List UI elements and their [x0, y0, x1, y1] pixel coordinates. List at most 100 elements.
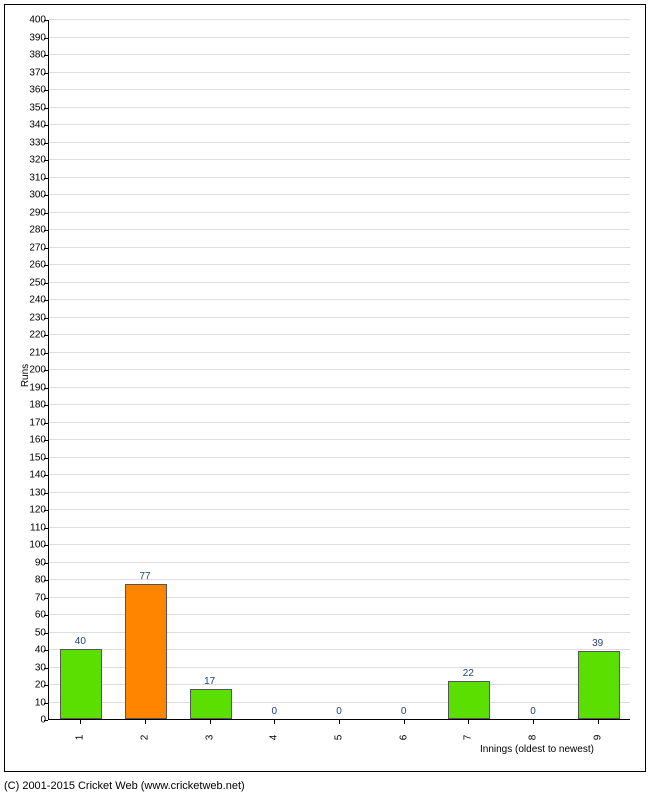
x-tick-label: 4 — [269, 735, 280, 741]
y-tick-mark — [44, 510, 48, 511]
y-tick-mark — [44, 720, 48, 721]
bar — [190, 689, 232, 719]
x-tick-mark — [533, 720, 534, 724]
x-tick-label: 9 — [592, 735, 603, 741]
y-tick-mark — [44, 90, 48, 91]
bar — [578, 651, 620, 719]
grid-line — [49, 509, 630, 510]
bar-value-label: 40 — [75, 636, 86, 647]
bar — [448, 681, 490, 720]
y-tick-mark — [44, 388, 48, 389]
y-tick-mark — [44, 475, 48, 476]
y-tick-mark — [44, 580, 48, 581]
x-tick-label: 3 — [204, 735, 215, 741]
y-tick-mark — [44, 423, 48, 424]
grid-line — [49, 194, 630, 195]
y-tick-mark — [44, 160, 48, 161]
y-tick-mark — [44, 650, 48, 651]
y-tick-mark — [44, 615, 48, 616]
x-tick-mark — [80, 720, 81, 724]
y-tick-mark — [44, 125, 48, 126]
x-tick-mark — [598, 720, 599, 724]
bar-value-label: 0 — [530, 706, 536, 717]
y-tick-mark — [44, 668, 48, 669]
x-tick-mark — [145, 720, 146, 724]
bar-value-label: 77 — [139, 571, 150, 582]
bar — [125, 584, 167, 719]
y-tick-mark — [44, 230, 48, 231]
y-tick-mark — [44, 633, 48, 634]
x-tick-mark — [274, 720, 275, 724]
grid-line — [49, 422, 630, 423]
bar-value-label: 39 — [592, 638, 603, 649]
grid-line — [49, 317, 630, 318]
y-tick-mark — [44, 283, 48, 284]
x-tick-mark — [468, 720, 469, 724]
x-tick-mark — [210, 720, 211, 724]
grid-line — [49, 544, 630, 545]
y-tick-mark — [44, 143, 48, 144]
grid-line — [49, 89, 630, 90]
y-tick-mark — [44, 55, 48, 56]
x-tick-mark — [404, 720, 405, 724]
y-tick-mark — [44, 685, 48, 686]
grid-line — [49, 54, 630, 55]
x-tick-mark — [339, 720, 340, 724]
y-tick-mark — [44, 598, 48, 599]
grid-line — [49, 369, 630, 370]
footer-text: (C) 2001-2015 Cricket Web (www.cricketwe… — [4, 780, 245, 792]
grid-line — [49, 282, 630, 283]
y-tick-mark — [44, 73, 48, 74]
y-tick-mark — [44, 195, 48, 196]
y-tick-mark — [44, 178, 48, 179]
y-tick-mark — [44, 38, 48, 39]
x-tick-label: 8 — [528, 735, 539, 741]
x-axis-label: Innings (oldest to newest) — [480, 744, 594, 755]
bar-value-label: 0 — [336, 706, 342, 717]
grid-line — [49, 527, 630, 528]
y-tick-mark — [44, 703, 48, 704]
y-tick-mark — [44, 213, 48, 214]
grid-line — [49, 247, 630, 248]
grid-line — [49, 142, 630, 143]
grid-line — [49, 474, 630, 475]
y-tick-mark — [44, 265, 48, 266]
y-tick-mark — [44, 370, 48, 371]
grid-line — [49, 334, 630, 335]
y-tick-mark — [44, 335, 48, 336]
grid-line — [49, 159, 630, 160]
grid-line — [49, 212, 630, 213]
y-tick-mark — [44, 300, 48, 301]
grid-line — [49, 439, 630, 440]
x-tick-label: 7 — [463, 735, 474, 741]
y-tick-mark — [44, 353, 48, 354]
grid-line — [49, 404, 630, 405]
bar-value-label: 22 — [463, 668, 474, 679]
grid-line — [49, 457, 630, 458]
y-tick-mark — [44, 528, 48, 529]
y-tick-mark — [44, 405, 48, 406]
grid-line — [49, 19, 630, 20]
grid-line — [49, 72, 630, 73]
y-tick-mark — [44, 318, 48, 319]
y-tick-mark — [44, 458, 48, 459]
grid-line — [49, 579, 630, 580]
grid-line — [49, 107, 630, 108]
grid-line — [49, 387, 630, 388]
bar-value-label: 0 — [401, 706, 407, 717]
grid-line — [49, 229, 630, 230]
bar-value-label: 17 — [204, 676, 215, 687]
bar-value-label: 0 — [272, 706, 278, 717]
grid-line — [49, 264, 630, 265]
y-tick-mark — [44, 545, 48, 546]
x-tick-label: 5 — [334, 735, 345, 741]
plot-area — [48, 20, 630, 720]
grid-line — [49, 352, 630, 353]
y-tick-mark — [44, 20, 48, 21]
grid-line — [49, 177, 630, 178]
x-tick-label: 2 — [140, 735, 151, 741]
y-tick-mark — [44, 440, 48, 441]
y-tick-mark — [44, 493, 48, 494]
x-tick-label: 1 — [75, 735, 86, 741]
y-tick-mark — [44, 563, 48, 564]
